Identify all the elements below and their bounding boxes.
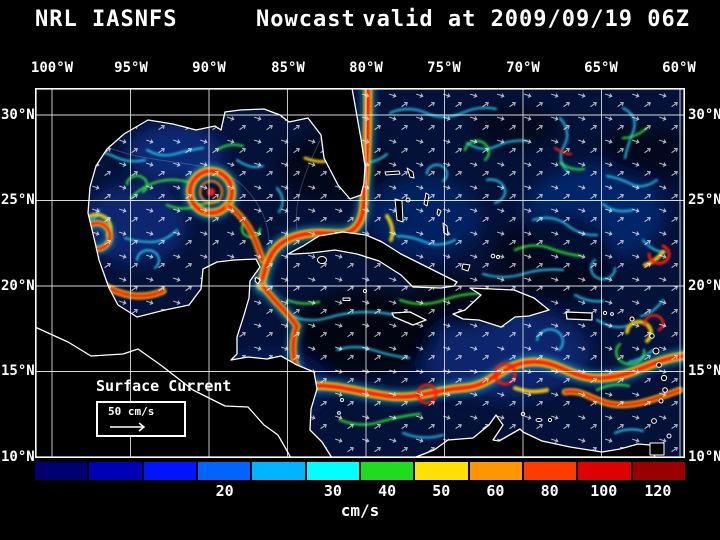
lon-tick-label: 80°W <box>349 60 383 76</box>
colorbar-segment <box>523 462 577 480</box>
colorbar-segment <box>469 462 522 480</box>
lat-tick-label-right: 25°N <box>688 192 720 208</box>
colorbar-segment <box>306 462 359 480</box>
lon-tick-label: 60°W <box>662 60 696 76</box>
colorbar-segment <box>578 462 631 480</box>
lat-tick-label-left: 25°N <box>1 192 35 208</box>
colorbar-segment <box>197 462 251 480</box>
colorbar-segment <box>35 462 88 480</box>
colorbar-segment <box>143 462 196 480</box>
land-layer <box>35 88 672 458</box>
colorbar-segment <box>632 462 685 480</box>
scale-box: 50 cm/s <box>96 401 186 437</box>
colorbar-segment <box>415 462 468 480</box>
scale-arrow-icon <box>110 422 146 432</box>
colorbar-segment <box>360 462 414 480</box>
scale-value: 50 cm/s <box>108 405 155 418</box>
colorbar-tick-label: 20 <box>215 482 234 500</box>
field-label: Surface Current <box>96 377 232 395</box>
lat-tick-label-right: 30°N <box>688 107 720 123</box>
lat-tick-label-left: 20°N <box>1 278 35 294</box>
colorbar-segment <box>89 462 142 480</box>
title-product: Nowcast <box>256 7 356 32</box>
lat-tick-label-right: 15°N <box>688 363 720 379</box>
lon-tick-label: 65°W <box>584 60 618 76</box>
lon-tick-label: 100°W <box>30 60 74 76</box>
colorbar <box>35 462 685 480</box>
colorbar-tick-label: 30 <box>323 482 342 500</box>
colorbar-tick-label: 60 <box>486 482 505 500</box>
lon-tick-label: 70°W <box>506 60 540 76</box>
colorbar-tick-label: 100 <box>590 482 618 500</box>
lon-tick-label: 75°W <box>427 60 461 76</box>
colorbar-ticks: 20 30 40 50 60 80 100 120 <box>35 482 685 500</box>
lat-tick-label-left: 15°N <box>1 363 35 379</box>
map-canvas <box>35 88 685 458</box>
lat-tick-label-right: 10°N <box>688 449 720 465</box>
map-frame <box>35 88 685 458</box>
colorbar-tick-label: 120 <box>644 482 672 500</box>
colorbar-tick-label: 40 <box>378 482 397 500</box>
lat-tick-label-right: 20°N <box>688 278 720 294</box>
lon-tick-label: 90°W <box>192 60 226 76</box>
lon-tick-label: 95°W <box>114 60 148 76</box>
lat-tick-label-left: 10°N <box>1 449 35 465</box>
colorbar-tick-label: 50 <box>432 482 451 500</box>
colorbar-units: cm/s <box>340 501 380 520</box>
title-valid: valid at 2009/09/19 06Z <box>362 7 690 32</box>
lon-tick-label: 85°W <box>271 60 305 76</box>
title-model: NRL IASNFS <box>35 7 178 32</box>
colorbar-segment <box>252 462 305 480</box>
lat-tick-label-left: 30°N <box>1 107 35 123</box>
colorbar-tick-label: 80 <box>540 482 559 500</box>
